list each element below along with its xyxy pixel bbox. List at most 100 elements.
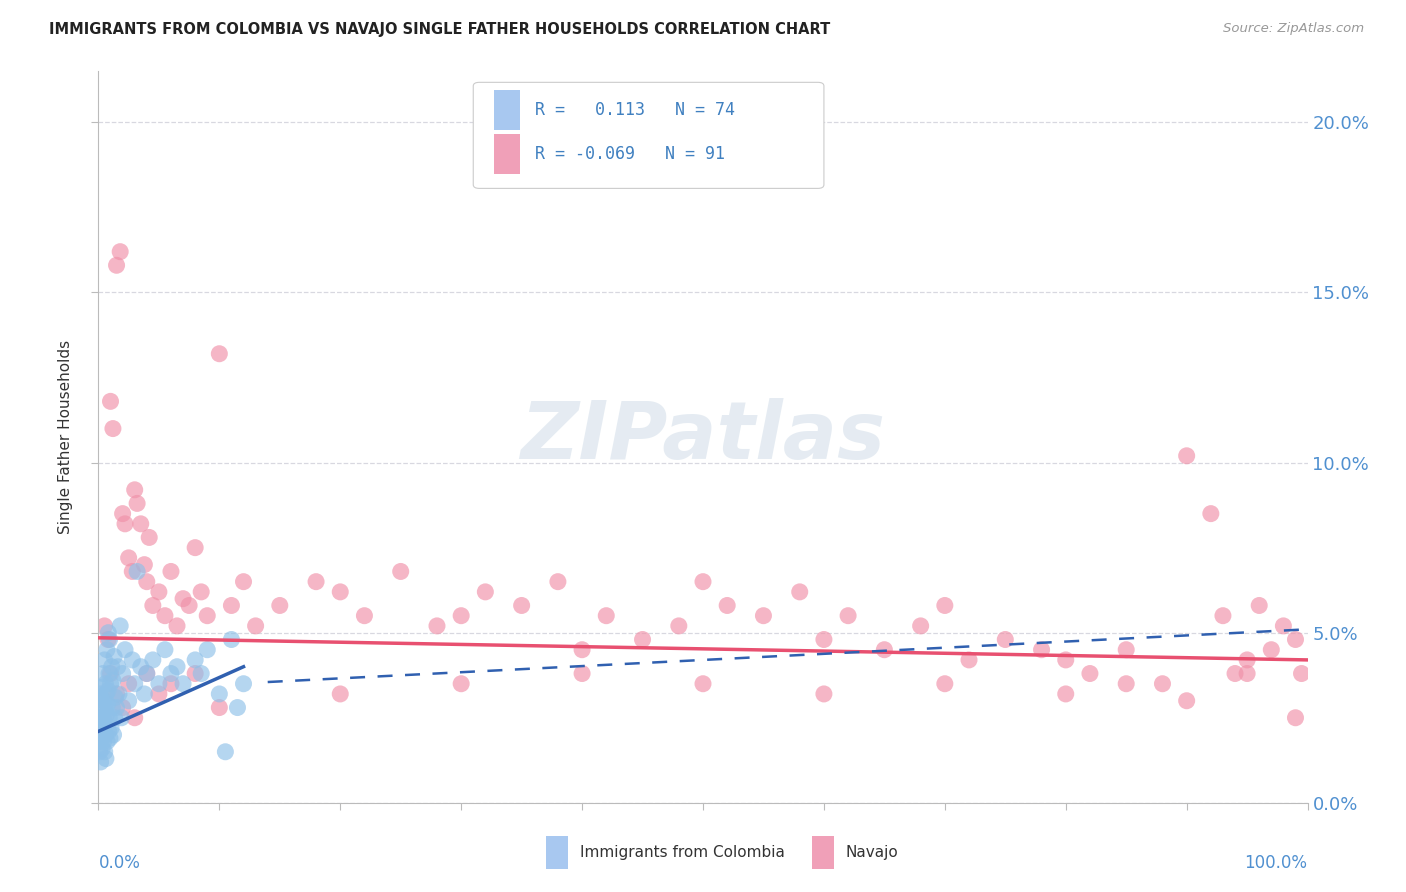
Point [104, 690, 127, 705]
Point [873, 642, 896, 657]
Point [105, 687, 128, 701]
Point [96, 642, 118, 657]
Point [934, 599, 956, 613]
Point [103, 649, 125, 664]
Point [100, 677, 122, 691]
Point [813, 687, 835, 701]
Point [631, 632, 654, 647]
Point [105, 700, 128, 714]
Point [93, 619, 115, 633]
Text: Source: ZipAtlas.com: Source: ZipAtlas.com [1223, 22, 1364, 36]
Point [98, 632, 121, 647]
Point [571, 642, 593, 657]
Point [121, 653, 143, 667]
Point [269, 599, 291, 613]
Point [148, 677, 170, 691]
Point [994, 632, 1017, 647]
Point [89, 700, 111, 714]
Point [184, 666, 207, 681]
Point [89, 728, 111, 742]
Point [232, 677, 254, 691]
Point [97, 683, 120, 698]
Point [153, 642, 176, 657]
Point [166, 619, 188, 633]
Point [221, 599, 243, 613]
Point [93, 714, 115, 728]
Point [101, 700, 124, 714]
Point [114, 642, 136, 657]
Point [166, 659, 188, 673]
Point [142, 599, 165, 613]
Point [97, 625, 120, 640]
Point [111, 700, 134, 714]
Point [111, 507, 134, 521]
Point [910, 619, 932, 633]
Point [148, 585, 170, 599]
Point [571, 666, 593, 681]
Point [172, 677, 194, 691]
Point [90, 731, 112, 746]
Text: Navajo: Navajo [845, 845, 898, 860]
Point [96, 734, 118, 748]
Point [172, 591, 194, 606]
Point [98, 731, 121, 746]
Point [226, 700, 249, 714]
Point [1175, 449, 1198, 463]
Point [474, 585, 496, 599]
Point [91, 666, 114, 681]
Point [107, 659, 129, 673]
Point [160, 666, 183, 681]
Point [1054, 687, 1077, 701]
Y-axis label: Single Father Households: Single Father Households [58, 340, 73, 534]
Point [108, 244, 131, 259]
Point [179, 599, 201, 613]
Point [245, 619, 267, 633]
Point [1291, 666, 1313, 681]
Point [135, 666, 157, 681]
Point [129, 516, 152, 531]
Point [91, 721, 114, 735]
Point [98, 666, 121, 681]
Point [195, 642, 218, 657]
Bar [494, 90, 520, 130]
Point [1031, 642, 1053, 657]
Point [94, 677, 117, 691]
Point [1054, 653, 1077, 667]
Point [160, 565, 183, 579]
Point [329, 585, 352, 599]
Point [450, 677, 472, 691]
Point [208, 700, 231, 714]
Point [96, 687, 118, 701]
Point [1078, 666, 1101, 681]
Point [87, 711, 110, 725]
Point [110, 711, 132, 725]
Point [160, 677, 183, 691]
Point [1272, 619, 1295, 633]
Point [190, 666, 212, 681]
Point [668, 619, 690, 633]
Point [184, 541, 207, 555]
Point [1249, 599, 1271, 613]
Point [1236, 666, 1258, 681]
Point [91, 680, 114, 694]
Point [124, 483, 146, 497]
Point [90, 717, 112, 731]
Point [692, 574, 714, 589]
Point [547, 574, 569, 589]
Point [96, 707, 118, 722]
Point [1260, 642, 1282, 657]
Point [100, 721, 122, 735]
Point [89, 745, 111, 759]
Point [837, 608, 859, 623]
Point [118, 677, 141, 691]
Point [100, 394, 122, 409]
Point [138, 531, 160, 545]
Point [426, 619, 449, 633]
Text: ZIPatlas: ZIPatlas [520, 398, 886, 476]
Point [1284, 711, 1306, 725]
Point [232, 574, 254, 589]
Point [1115, 642, 1137, 657]
Point [121, 565, 143, 579]
Text: R =   0.113   N = 74: R = 0.113 N = 74 [534, 101, 735, 119]
Point [94, 751, 117, 765]
